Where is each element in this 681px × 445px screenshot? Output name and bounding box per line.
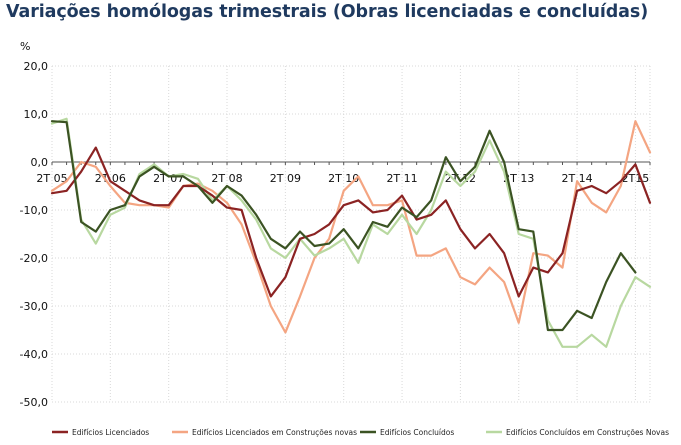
legend-label: Edifícios Licenciados (72, 428, 149, 437)
y-tick-label: -10,0 (20, 204, 48, 217)
y-tick-label: -40,0 (20, 348, 48, 361)
y-tick-label: -30,0 (20, 300, 48, 313)
legend-item: Edifícios Licenciados em Construções nov… (172, 428, 357, 437)
legend-item: Edifícios Concluídos (360, 428, 454, 437)
x-tick-label: 2T 06 (95, 172, 126, 185)
x-tick-label: 2T 11 (386, 172, 417, 185)
series-line (50, 120, 637, 332)
x-tick-label: 2T 13 (503, 172, 534, 185)
x-tick-label: 2T 12 (445, 172, 476, 185)
x-tick-label: 2T 09 (270, 172, 301, 185)
x-tick-label: 2T 14 (561, 172, 592, 185)
series-line (50, 146, 652, 298)
y-tick-label: -20,0 (20, 252, 48, 265)
legend: Edifícios Licenciados Edifícios Licenciad… (52, 428, 669, 437)
y-tick-label: 20,0 (24, 60, 49, 73)
series-line (50, 117, 652, 348)
x-tick-label: 2T 08 (211, 172, 242, 185)
legend-item: Edifícios Licenciados (52, 428, 149, 437)
legend-item: Edifícios Concluídos em Construções Nova… (486, 428, 669, 437)
x-tick-label: 2T 05 (36, 172, 67, 185)
legend-label: Edifícios Concluídos (380, 428, 454, 437)
y-tick-label: 10,0 (24, 108, 49, 121)
x-axis: 2T 05 2T 06 2T 07 2T 08 2T 09 2T 10 2T 11 2T 12… (36, 161, 651, 185)
chart-title: Variações homólogas trimestrais (Obras l… (6, 2, 649, 22)
series-lines (50, 117, 652, 348)
series-line (50, 120, 652, 334)
legend-label: Edifícios Licenciados em Construções nov… (192, 428, 357, 437)
y-tick-label: -50,0 (20, 396, 48, 409)
legend-label: Edifícios Concluídos em Construções Nova… (506, 428, 669, 437)
gridlines (51, 65, 651, 403)
y-axis-ticks: 20,0 10,0 0,0 -10,0 -20,0 -30,0 -40,0 -50,0% (20, 40, 48, 409)
y-axis-unit: % (20, 40, 30, 53)
y-tick-label: 0,0 (31, 156, 49, 169)
